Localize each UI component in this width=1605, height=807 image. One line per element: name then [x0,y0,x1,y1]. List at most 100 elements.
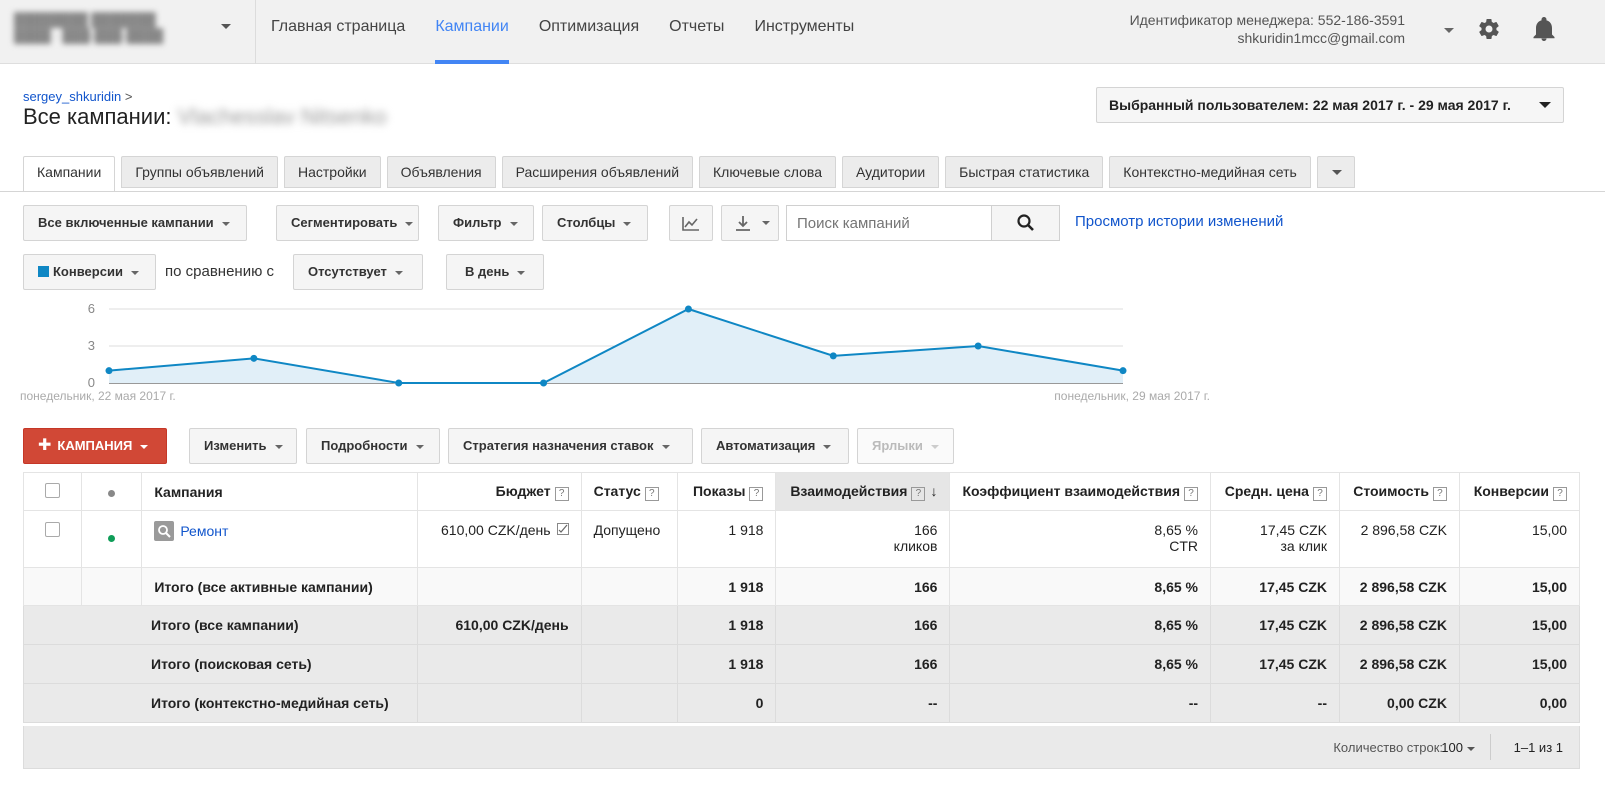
help-icon[interactable]: ? [1432,486,1447,501]
column-header-conversions[interactable]: Конверсии? [1458,472,1581,511]
edit-dropdown[interactable]: Изменить [189,428,297,464]
subtab-display-network[interactable]: Контекстно-медийная сеть [1109,156,1311,188]
gear-icon[interactable] [1477,17,1501,41]
campaign-link[interactable]: Ремонт [180,523,229,539]
details-dropdown[interactable]: Подробности [306,428,440,464]
subtab-ad-groups[interactable]: Группы объявлений [121,156,278,188]
column-header-budget[interactable]: Бюджет? [416,472,582,511]
subtab-ads[interactable]: Объявления [386,156,496,188]
search-button[interactable] [991,205,1060,241]
data-point [684,305,692,313]
interactions-sub: кликов [893,538,938,554]
interaction-rate-value: 8,65 % [1154,522,1199,538]
segment-label: Сегментировать [291,215,398,230]
column-header-impressions[interactable]: Показы? [676,472,777,511]
nav-tab-reports[interactable]: Отчеты [669,18,725,35]
subtab-ad-extensions[interactable]: Расширения объявлений [501,156,694,188]
manager-account-info[interactable]: Идентификатор менеджера: 552-186-3591 sh… [1130,11,1405,47]
totals-rate: 8,65 % [949,567,1212,606]
totals-cost: 2 896,58 CZK [1338,567,1460,606]
compare-dropdown[interactable]: Отсутствует [293,254,423,290]
nav-tab-campaigns[interactable]: Кампании [420,0,524,64]
automation-dropdown[interactable]: Автоматизация [701,428,849,464]
totals-rate: -- [949,683,1212,723]
nav-tab-home[interactable]: Главная страница [271,18,406,35]
totals-interactions: 166 [775,644,951,684]
bid-strategy-dropdown[interactable]: Стратегия назначения ставок [448,428,693,464]
subtab-keywords[interactable]: Ключевые слова [699,156,836,188]
filter-label: Фильтр [453,215,502,230]
breadcrumb[interactable]: sergey_shkuridin > [23,89,133,104]
divider [0,191,1605,192]
bell-icon[interactable] [1532,16,1556,42]
totals-label: Итого (поисковая сеть) [23,644,418,684]
empty-cell [580,605,678,645]
manager-id: Идентификатор менеджера: 552-186-3591 [1129,12,1405,28]
rows-per-page-dropdown[interactable]: 100 [1441,740,1475,755]
table-footer: Количество строк: 100 1–1 из 1 [23,726,1580,769]
help-icon[interactable]: ? [1184,486,1199,501]
breadcrumb-link[interactable]: sergey_shkuridin [23,89,122,104]
help-icon[interactable]: ? [749,486,764,501]
pagination-text: 1–1 из 1 [1513,740,1563,755]
budget-value: 610,00 CZK/день [441,522,551,538]
column-header-interactions[interactable]: Взаимодействия? ↓ [775,472,951,511]
impressions-header-label: Показы [692,482,746,499]
subtab-quick-stats[interactable]: Быстрая статистика [945,156,1104,188]
column-header-status[interactable]: Статус? [580,472,678,511]
totals-avg-cost: 17,45 CZK [1210,644,1340,684]
metric-selector-dropdown[interactable]: Конверсии [23,254,156,290]
y-tick-label: 6 [88,302,95,316]
campaign-name-cell: Ремонт [141,510,418,568]
column-header-interaction-rate[interactable]: Коэффициент взаимодействия? [949,472,1212,511]
compare-label: по сравнению с [165,263,274,280]
segment-dropdown[interactable]: Сегментировать [276,205,419,241]
column-header-campaign[interactable]: Кампания [141,472,418,511]
rows-per-page-label: Количество строк: [1333,740,1443,755]
all-enabled-campaigns-dropdown[interactable]: Все включенные кампании [23,205,247,241]
campaigns-table: Кампания Бюджет? Статус? Показы? Взаимод… [23,472,1581,723]
totals-label: Итого (все кампании) [23,605,418,645]
totals-interactions: -- [775,683,951,723]
budget-header-label: Бюджет [495,482,551,499]
column-header-avg-cost[interactable]: Средн. цена? [1210,472,1340,511]
column-header-cost[interactable]: Стоимость? [1338,472,1460,511]
subtab-settings[interactable]: Настройки [283,156,381,188]
new-campaign-button[interactable]: ✚ КАМПАНИЯ [23,428,167,464]
chevron-down-icon [517,270,526,275]
account-dropdown-icon[interactable] [221,24,231,29]
manager-dropdown-icon[interactable] [1444,28,1454,33]
select-all-checkbox[interactable] [44,482,60,498]
totals-budget: 610,00 CZK/день [416,605,582,645]
chevron-down-icon [823,444,832,449]
subtab-audiences[interactable]: Аудитории [841,156,940,188]
budget-edit-icon[interactable] [556,523,569,535]
subtab-more-dropdown[interactable] [1316,156,1355,188]
enabled-status-dot[interactable] [107,535,115,542]
help-icon[interactable]: ? [644,486,659,501]
chart-toggle-button[interactable] [669,205,713,241]
search-campaigns-input[interactable] [786,205,991,241]
help-icon[interactable]: ? [1312,486,1327,501]
columns-dropdown[interactable]: Столбцы [542,205,648,241]
help-icon[interactable]: ? [911,486,926,501]
account-selector-blurred[interactable]: ████████ ███████ ████ · ███-███-████ [14,12,164,43]
chevron-down-icon [274,444,283,449]
date-range-selector[interactable]: Выбранный пользователем: 22 мая 2017 г. … [1096,87,1564,123]
nav-tab-optimization[interactable]: Оптимизация [538,18,640,35]
nav-tab-tools[interactable]: Инструменты [754,18,855,35]
help-icon[interactable]: ? [1553,486,1567,501]
totals-row: Итого (все активные кампании) 1 918 166 … [23,567,1581,606]
period-dropdown[interactable]: В день [446,254,544,290]
totals-cost: 0,00 CZK [1338,683,1460,723]
interactions-value: 166 [914,522,938,538]
subtab-campaigns[interactable]: Кампании [23,156,116,192]
filter-dropdown[interactable]: Фильтр [438,205,534,241]
download-dropdown[interactable] [721,205,779,241]
labels-dropdown[interactable]: Ярлыки [857,428,954,464]
totals-row: Итого (контекстно-медийная сеть) 0 -- --… [23,683,1581,723]
change-history-link[interactable]: Просмотр истории изменений [1075,213,1284,230]
row-checkbox[interactable] [44,522,60,537]
subtabs: Кампании Группы объявлений Настройки Объ… [23,156,1361,192]
help-icon[interactable]: ? [554,486,569,501]
